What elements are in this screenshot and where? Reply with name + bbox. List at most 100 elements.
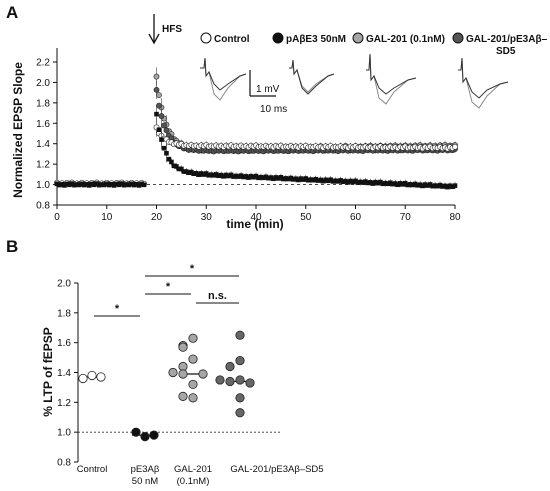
panel-a-point <box>179 166 184 172</box>
panel-a-point <box>450 184 455 190</box>
panel-a-point <box>281 176 286 182</box>
panel-a-point <box>447 183 453 189</box>
panel-b-point <box>178 391 188 401</box>
panel-a-point <box>246 175 251 180</box>
panel-a-point <box>221 174 226 179</box>
panel-a-x-axis-label: time (min) <box>226 217 283 231</box>
trace-pabe3 <box>289 59 335 95</box>
panel-a-point <box>139 181 144 187</box>
panel-a-y-tick-label: 2.0 <box>36 78 50 89</box>
panel-a-point <box>101 182 107 188</box>
panel-a-point <box>184 169 189 174</box>
panel-a-point <box>263 174 269 180</box>
panel-a-point <box>378 179 383 185</box>
panel-a-point <box>99 182 105 187</box>
panel-b-point <box>149 430 159 440</box>
legend-label-gal201-sd5-line2: SD5 <box>496 46 516 57</box>
panel-b-point <box>188 354 198 364</box>
panel-a-point <box>84 182 90 187</box>
panel-a-point <box>353 178 358 184</box>
panel-a-series-control <box>54 118 458 188</box>
panel-a-point <box>201 172 207 177</box>
panel-a-point <box>62 183 67 188</box>
panel-a-point <box>156 102 162 109</box>
panel-b-point <box>178 369 188 379</box>
panel-a-point <box>136 183 142 188</box>
panel-a-point <box>425 183 430 188</box>
legend-marker-gal201-sd5 <box>452 32 464 44</box>
panel-a-point <box>258 174 264 180</box>
panel-a-y-axis-label: Normalized EPSP Slope <box>11 62 25 198</box>
panel-a-point <box>206 172 212 178</box>
panel-a-point <box>159 137 164 142</box>
panel-a-point <box>345 180 351 185</box>
panel-a-point <box>171 163 177 169</box>
panel-a-point <box>305 177 311 183</box>
panel-a-point <box>166 156 172 162</box>
panel-a-point <box>313 176 318 182</box>
panel-a-point <box>141 182 147 188</box>
panel-a-x-tick-label: 70 <box>400 212 412 223</box>
panel-b-point <box>235 408 245 418</box>
panel-b-point <box>168 367 178 378</box>
panel-a-point <box>288 175 294 181</box>
panel-a-point <box>161 122 167 129</box>
panel-a-y-tick-label: 1.8 <box>36 98 50 109</box>
legend-marker-pabe3 <box>272 32 284 44</box>
trace-gal201-sd5 <box>458 57 509 109</box>
panel-b-significance: * * * n.s. <box>94 263 239 317</box>
panel-a-point <box>189 169 194 175</box>
panel-a-point <box>181 169 187 174</box>
panel-a-point <box>106 182 112 188</box>
panel-a-point <box>104 181 110 187</box>
panel-a-x-tick-label: 30 <box>201 212 213 223</box>
panel-a-point <box>278 174 284 180</box>
panel-b-category-label: Control <box>77 464 108 475</box>
panel-a-point <box>348 178 353 184</box>
panel-a-point <box>422 182 428 187</box>
panel-a-point <box>335 179 341 184</box>
panel-a-point <box>310 177 316 183</box>
panel-a-point <box>300 177 306 182</box>
panel-b-y-tick-label: 1.6 <box>57 338 71 349</box>
panel-a-point <box>67 182 72 188</box>
panel-a-x-tick-label: 40 <box>250 212 262 223</box>
panel-a-point <box>231 174 236 179</box>
panel-a-y-ticks: 0.8 1.0 1.2 1.4 1.6 1.8 2.0 2.2 <box>36 58 57 212</box>
panel-a-legend: Control pAβE3 50nM GAL-201 (0.1nM) GAL-2… <box>200 32 548 57</box>
panel-a-point <box>134 182 139 187</box>
panel-a-x-tick-label: 60 <box>350 212 362 223</box>
panel-b-group-1 <box>131 427 159 442</box>
panel-a-point <box>365 180 371 186</box>
panel-a-point <box>203 171 209 176</box>
panel-a-point <box>96 182 102 188</box>
panel-a-point <box>395 182 401 188</box>
panel-a-point <box>363 179 368 184</box>
panel-a-point <box>241 174 246 180</box>
panel-b-point <box>215 375 225 385</box>
panel-a-point <box>114 181 119 187</box>
panel-a-point <box>82 182 87 188</box>
panel-a-point <box>268 175 274 180</box>
panel-a-point <box>452 143 458 150</box>
panel-b-category-label: GAL-201/pE3Aβ–SD5 <box>230 464 323 475</box>
panel-b-points <box>78 330 255 442</box>
panel-a-series-gal201 <box>153 67 458 152</box>
panel-a-point <box>338 178 343 183</box>
example-traces: 1 mV 10 ms <box>200 53 509 115</box>
panel-a-point <box>323 177 328 183</box>
panel-a-point <box>111 183 117 188</box>
scale-label-mv: 1 mV <box>256 84 280 95</box>
panel-a-y-tick-label: 1.6 <box>36 119 50 130</box>
legend-marker-control <box>200 32 212 44</box>
panel-a-point <box>69 181 75 186</box>
panel-b-y-tick-label: 1.2 <box>57 398 71 409</box>
panel-a-point <box>226 173 231 179</box>
panel-b-point <box>188 379 198 390</box>
panel-b-category-label: GAL-201 <box>174 464 212 475</box>
panel-a-point <box>158 113 165 119</box>
panel-a-y-tick-label: 1.4 <box>36 139 50 150</box>
trace-control-post <box>200 57 247 91</box>
